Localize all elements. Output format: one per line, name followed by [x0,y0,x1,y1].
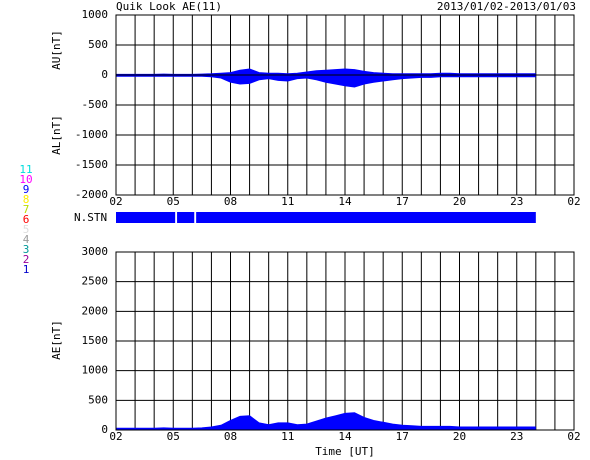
x-tick-label: 05 [167,195,180,208]
x-tick-label: 05 [167,430,180,443]
legend-entry: 11 [19,163,32,176]
x-tick-label: 14 [338,430,352,443]
x-tick-label: 20 [453,430,466,443]
station-bar [116,212,176,223]
y-tick-label: 2000 [82,304,109,317]
legend-entry: 1 [23,263,30,276]
legend-entry: 3 [23,243,30,256]
y-tick-label: 1000 [82,8,109,21]
area-fill [116,75,536,87]
legend-entry: 6 [23,213,30,226]
x-tick-label: 11 [281,430,294,443]
x-tick-label: 08 [224,430,237,443]
station-label: N.STN [74,211,107,224]
chart-title: Quik Look AE(11) [116,0,222,13]
x-tick-label: 23 [510,195,523,208]
x-tick-label: 02 [109,195,122,208]
y-tick-label: -1500 [75,158,108,171]
x-tick-label: 20 [453,195,466,208]
station-bar [177,212,195,223]
x-tick-label: 08 [224,195,237,208]
y-tick-label: 3000 [82,245,109,258]
x-tick-label: 02 [567,430,580,443]
y-tick-label: 1000 [82,364,109,377]
legend-entry: 4 [23,233,30,246]
y-tick-label: 1500 [82,334,109,347]
station-bar [196,212,536,223]
x-axis-label: Time [UT] [315,445,375,458]
legend-entry: 8 [23,193,30,206]
y-tick-label: 500 [88,38,108,51]
legend-entry: 7 [23,203,30,216]
series-line [116,68,536,75]
legend-entry: 10 [19,173,32,186]
x-tick-label: 02 [567,195,580,208]
y-tick-label: 0 [101,423,108,436]
y-tick-label: -500 [82,98,109,111]
y-axis-label: AU[nT] [50,30,63,70]
x-tick-label: 02 [109,430,122,443]
y-tick-label: -2000 [75,188,108,201]
y-axis-label: AL[nT] [50,115,63,155]
x-tick-label: 11 [281,195,294,208]
series-line [116,75,536,88]
legend-entry: 9 [23,183,30,196]
legend-entry: 2 [23,253,30,266]
y-tick-label: -1000 [75,128,108,141]
plot-frame [115,14,575,196]
date-range: 2013/01/02-2013/01/03 [437,0,576,13]
plot-frame [115,251,575,431]
x-tick-label: 17 [396,195,409,208]
series-line [116,412,536,429]
y-tick-label: 0 [101,68,108,81]
y-tick-label: 500 [88,393,108,406]
y-axis-label: AE[nT] [50,320,63,360]
x-tick-label: 23 [510,430,523,443]
legend-entry: 5 [23,223,30,236]
x-tick-label: 14 [338,195,352,208]
y-tick-label: 2500 [82,275,109,288]
x-tick-label: 17 [396,430,409,443]
